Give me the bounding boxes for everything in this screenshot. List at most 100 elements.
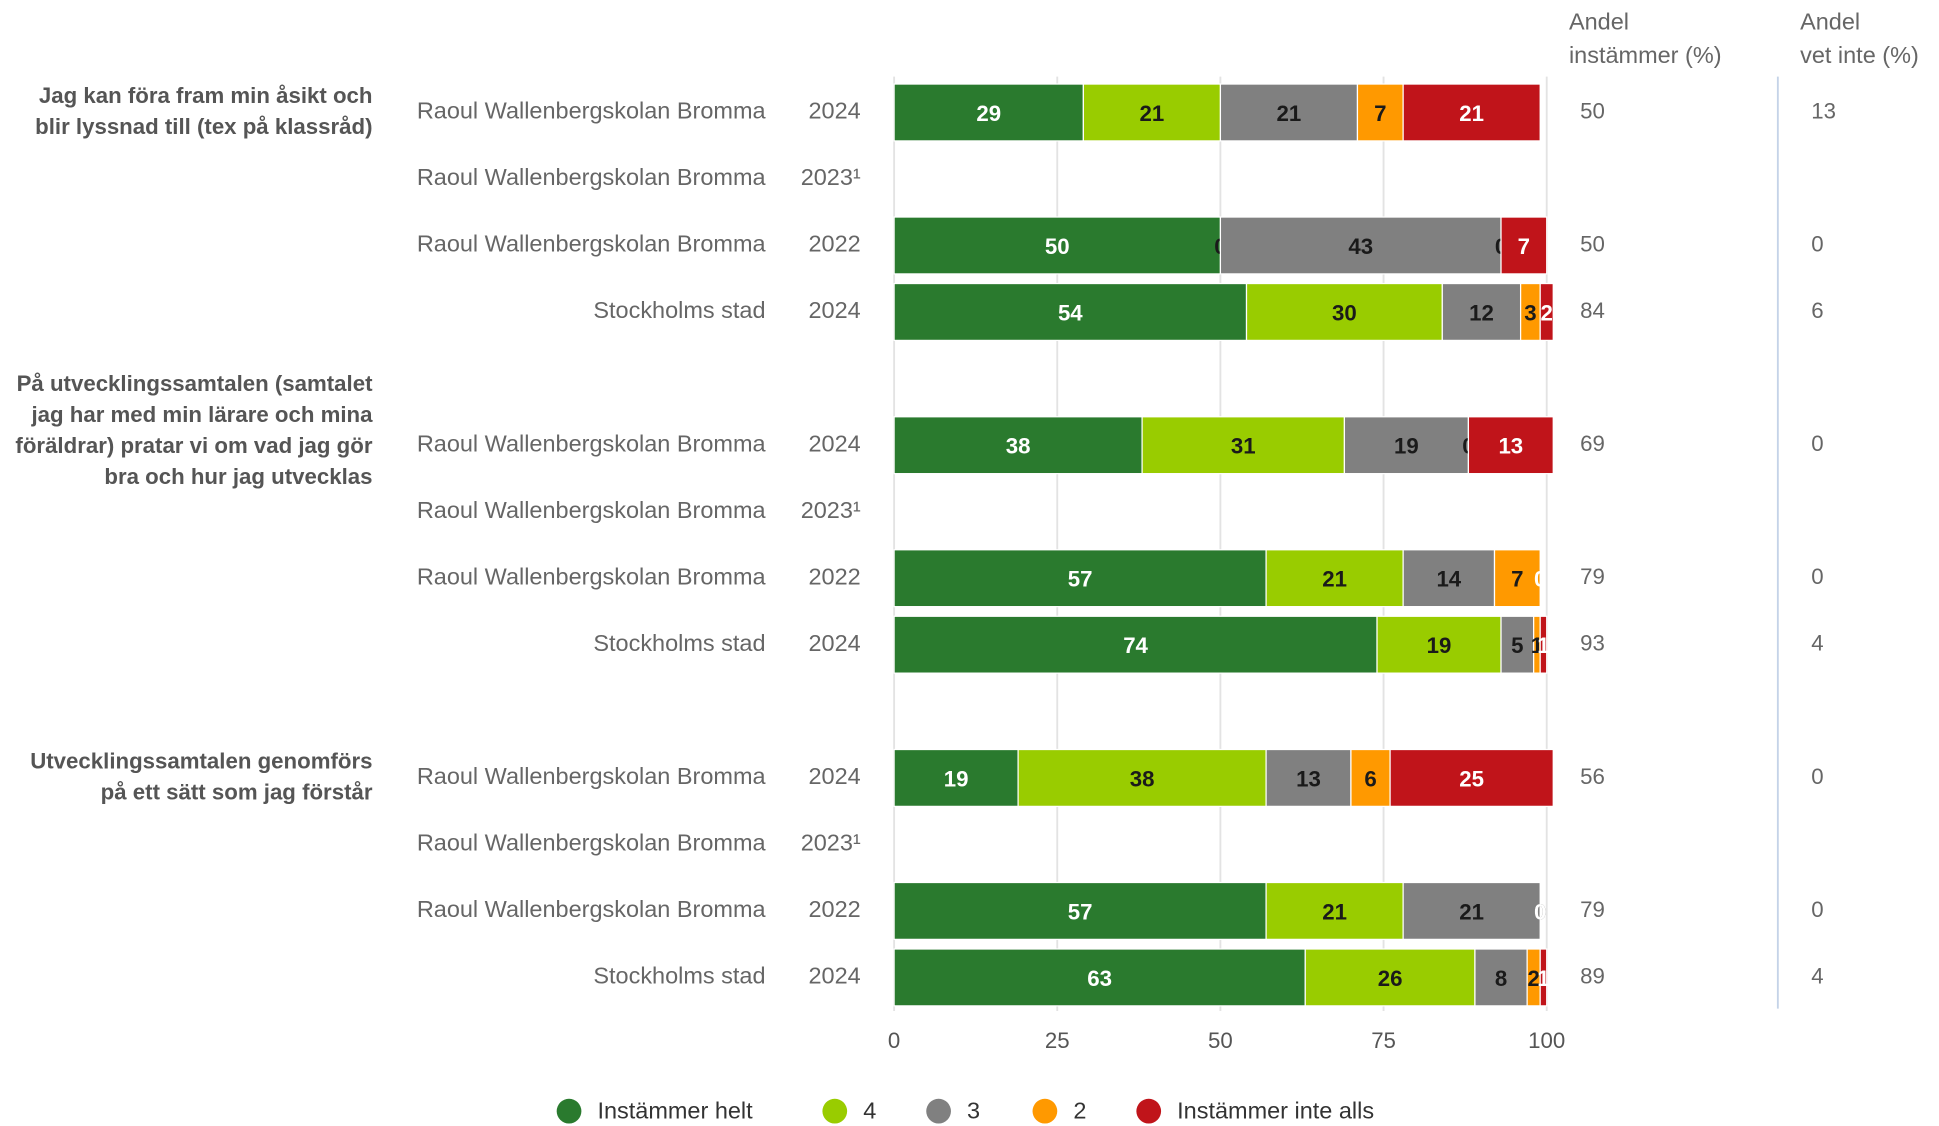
data-label: 30 [1332, 300, 1357, 325]
question-label: föräldrar) pratar vi om vad jag gör [15, 433, 372, 458]
data-label: 31 [1231, 434, 1256, 459]
bar-segment [893, 282, 1248, 342]
year-label: 2022 [809, 563, 861, 589]
bar-segment [893, 748, 1019, 807]
data-label: 7 [1518, 234, 1530, 259]
data-label: 74 [1123, 633, 1148, 658]
data-label: 21 [1322, 899, 1347, 924]
column-header: Andel [1569, 9, 1629, 35]
year-label: 2022 [809, 231, 861, 257]
side-value: 4 [1811, 631, 1823, 656]
year-label: 2024 [809, 98, 861, 124]
x-tick-label: 25 [1045, 1028, 1070, 1053]
data-label: 12 [1469, 300, 1494, 325]
side-value: 13 [1811, 98, 1836, 123]
row-label: Raoul Wallenbergskolan Bromma [417, 164, 767, 190]
row-label: Stockholms stad [593, 630, 765, 656]
data-label: 19 [944, 766, 969, 791]
bar-segment [893, 881, 1267, 940]
data-label: 57 [1068, 899, 1093, 924]
data-label: 8 [1495, 966, 1507, 991]
legend-swatch [1136, 1098, 1162, 1124]
column-header: Andel [1800, 9, 1860, 35]
bar-segment [1539, 282, 1554, 342]
bar-segment [1402, 549, 1496, 608]
side-value: 79 [1580, 897, 1605, 922]
data-label: 21 [1140, 101, 1165, 126]
question-label: På utvecklingssamtalen (samtalet [17, 371, 373, 396]
data-label: 0 [1534, 899, 1546, 924]
data-label: 19 [1427, 633, 1452, 658]
data-label: 0 [1534, 567, 1546, 592]
data-label: 0 [1534, 899, 1546, 924]
year-label: 2024 [809, 763, 861, 789]
year-label: 2022 [809, 896, 861, 922]
bar-segment [1500, 615, 1535, 674]
legend-swatch [1032, 1098, 1058, 1124]
year-label: 2023¹ [801, 830, 861, 856]
data-label: 2 [1527, 966, 1539, 991]
row-label: Raoul Wallenbergskolan Bromma [417, 430, 767, 456]
row-label: Raoul Wallenbergskolan Bromma [417, 763, 767, 789]
side-value: 0 [1811, 564, 1823, 589]
bar-segment [1402, 83, 1541, 142]
bar-segment [1402, 881, 1541, 940]
side-value: 4 [1811, 963, 1823, 988]
bar-segment [893, 549, 1267, 608]
question-label: jag har med min lärare och mina [30, 402, 373, 427]
side-value: 0 [1811, 897, 1823, 922]
legend-swatch [822, 1098, 848, 1124]
data-label: 57 [1068, 567, 1093, 592]
side-value: 89 [1580, 963, 1605, 988]
data-label: 26 [1378, 966, 1403, 991]
data-label: 5 [1511, 633, 1523, 658]
legend-label: 2 [1073, 1098, 1086, 1124]
data-label: 13 [1296, 766, 1321, 791]
bar-segment [1474, 948, 1528, 1007]
bar-segment [1539, 615, 1548, 674]
data-label: 38 [1130, 766, 1155, 791]
row-label: Raoul Wallenbergskolan Bromma [417, 563, 767, 589]
x-tick-label: 75 [1371, 1028, 1396, 1053]
legend-label: Instämmer helt [597, 1098, 753, 1124]
legend-swatch [926, 1098, 951, 1124]
side-value: 79 [1580, 564, 1605, 589]
side-value: 84 [1580, 298, 1605, 323]
question-label: bra och hur jag utvecklas [104, 464, 372, 489]
data-label: 19 [1394, 434, 1419, 459]
year-label: 2024 [809, 963, 861, 989]
year-label: 2024 [809, 430, 861, 456]
row-label: Stockholms stad [593, 297, 765, 323]
question-label: Utvecklingssamtalen genomförs [30, 748, 372, 773]
question-label: blir lyssnad till (tex på klassråd) [35, 114, 372, 139]
data-label: 3 [1524, 300, 1536, 325]
bar-segment [893, 416, 1143, 475]
bar-segment [1265, 748, 1352, 807]
data-label: 50 [1045, 234, 1070, 259]
bar-segment [1141, 416, 1346, 475]
row-label: Stockholms stad [593, 963, 765, 989]
legend-label: Instämmer inte alls [1177, 1098, 1374, 1124]
question-label: Jag kan föra fram min åsikt och [39, 83, 373, 108]
row-label: Raoul Wallenbergskolan Bromma [417, 830, 767, 856]
data-label: 1 [1537, 966, 1549, 991]
legend-swatch [556, 1098, 582, 1124]
bar-segment [1376, 615, 1502, 674]
data-label: 7 [1374, 101, 1386, 126]
bar-segment [1245, 282, 1443, 342]
year-label: 2023¹ [801, 164, 861, 190]
x-tick-label: 0 [888, 1028, 900, 1053]
data-label: 2 [1541, 300, 1553, 325]
side-value: 93 [1580, 631, 1605, 656]
side-value: 56 [1580, 764, 1605, 789]
data-label: 7 [1511, 567, 1523, 592]
column-header: vet inte (%) [1800, 42, 1919, 68]
bar-segment [1539, 948, 1548, 1007]
data-label: 21 [1459, 101, 1484, 126]
side-value: 0 [1811, 231, 1823, 256]
x-tick-label: 50 [1208, 1028, 1233, 1053]
data-label: 13 [1498, 434, 1523, 459]
data-label: 54 [1058, 300, 1083, 325]
data-label: 63 [1087, 966, 1112, 991]
